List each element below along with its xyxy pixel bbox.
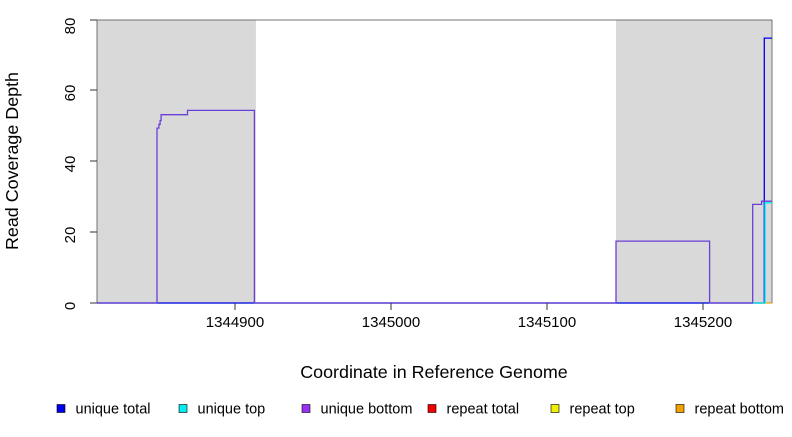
svg-text:1345200: 1345200 bbox=[674, 314, 732, 331]
svg-text:60: 60 bbox=[62, 85, 79, 102]
svg-text:40: 40 bbox=[62, 156, 79, 173]
svg-text:20: 20 bbox=[62, 227, 79, 244]
svg-text:1345000: 1345000 bbox=[362, 314, 420, 331]
svg-text:0: 0 bbox=[62, 302, 79, 310]
svg-text:repeat total: repeat total bbox=[447, 402, 520, 418]
svg-text:1345100: 1345100 bbox=[518, 314, 576, 331]
svg-text:unique top: unique top bbox=[198, 402, 266, 418]
svg-text:unique total: unique total bbox=[76, 402, 151, 418]
svg-text:unique bottom: unique bottom bbox=[321, 402, 413, 418]
svg-text:repeat bottom: repeat bottom bbox=[695, 402, 784, 418]
svg-text:80: 80 bbox=[62, 18, 79, 35]
svg-text:1344900: 1344900 bbox=[206, 314, 264, 331]
svg-text:Read Coverage Depth: Read Coverage Depth bbox=[2, 72, 22, 250]
svg-text:Coordinate in Reference Genome: Coordinate in Reference Genome bbox=[300, 362, 568, 382]
svg-text:repeat top: repeat top bbox=[570, 402, 635, 418]
